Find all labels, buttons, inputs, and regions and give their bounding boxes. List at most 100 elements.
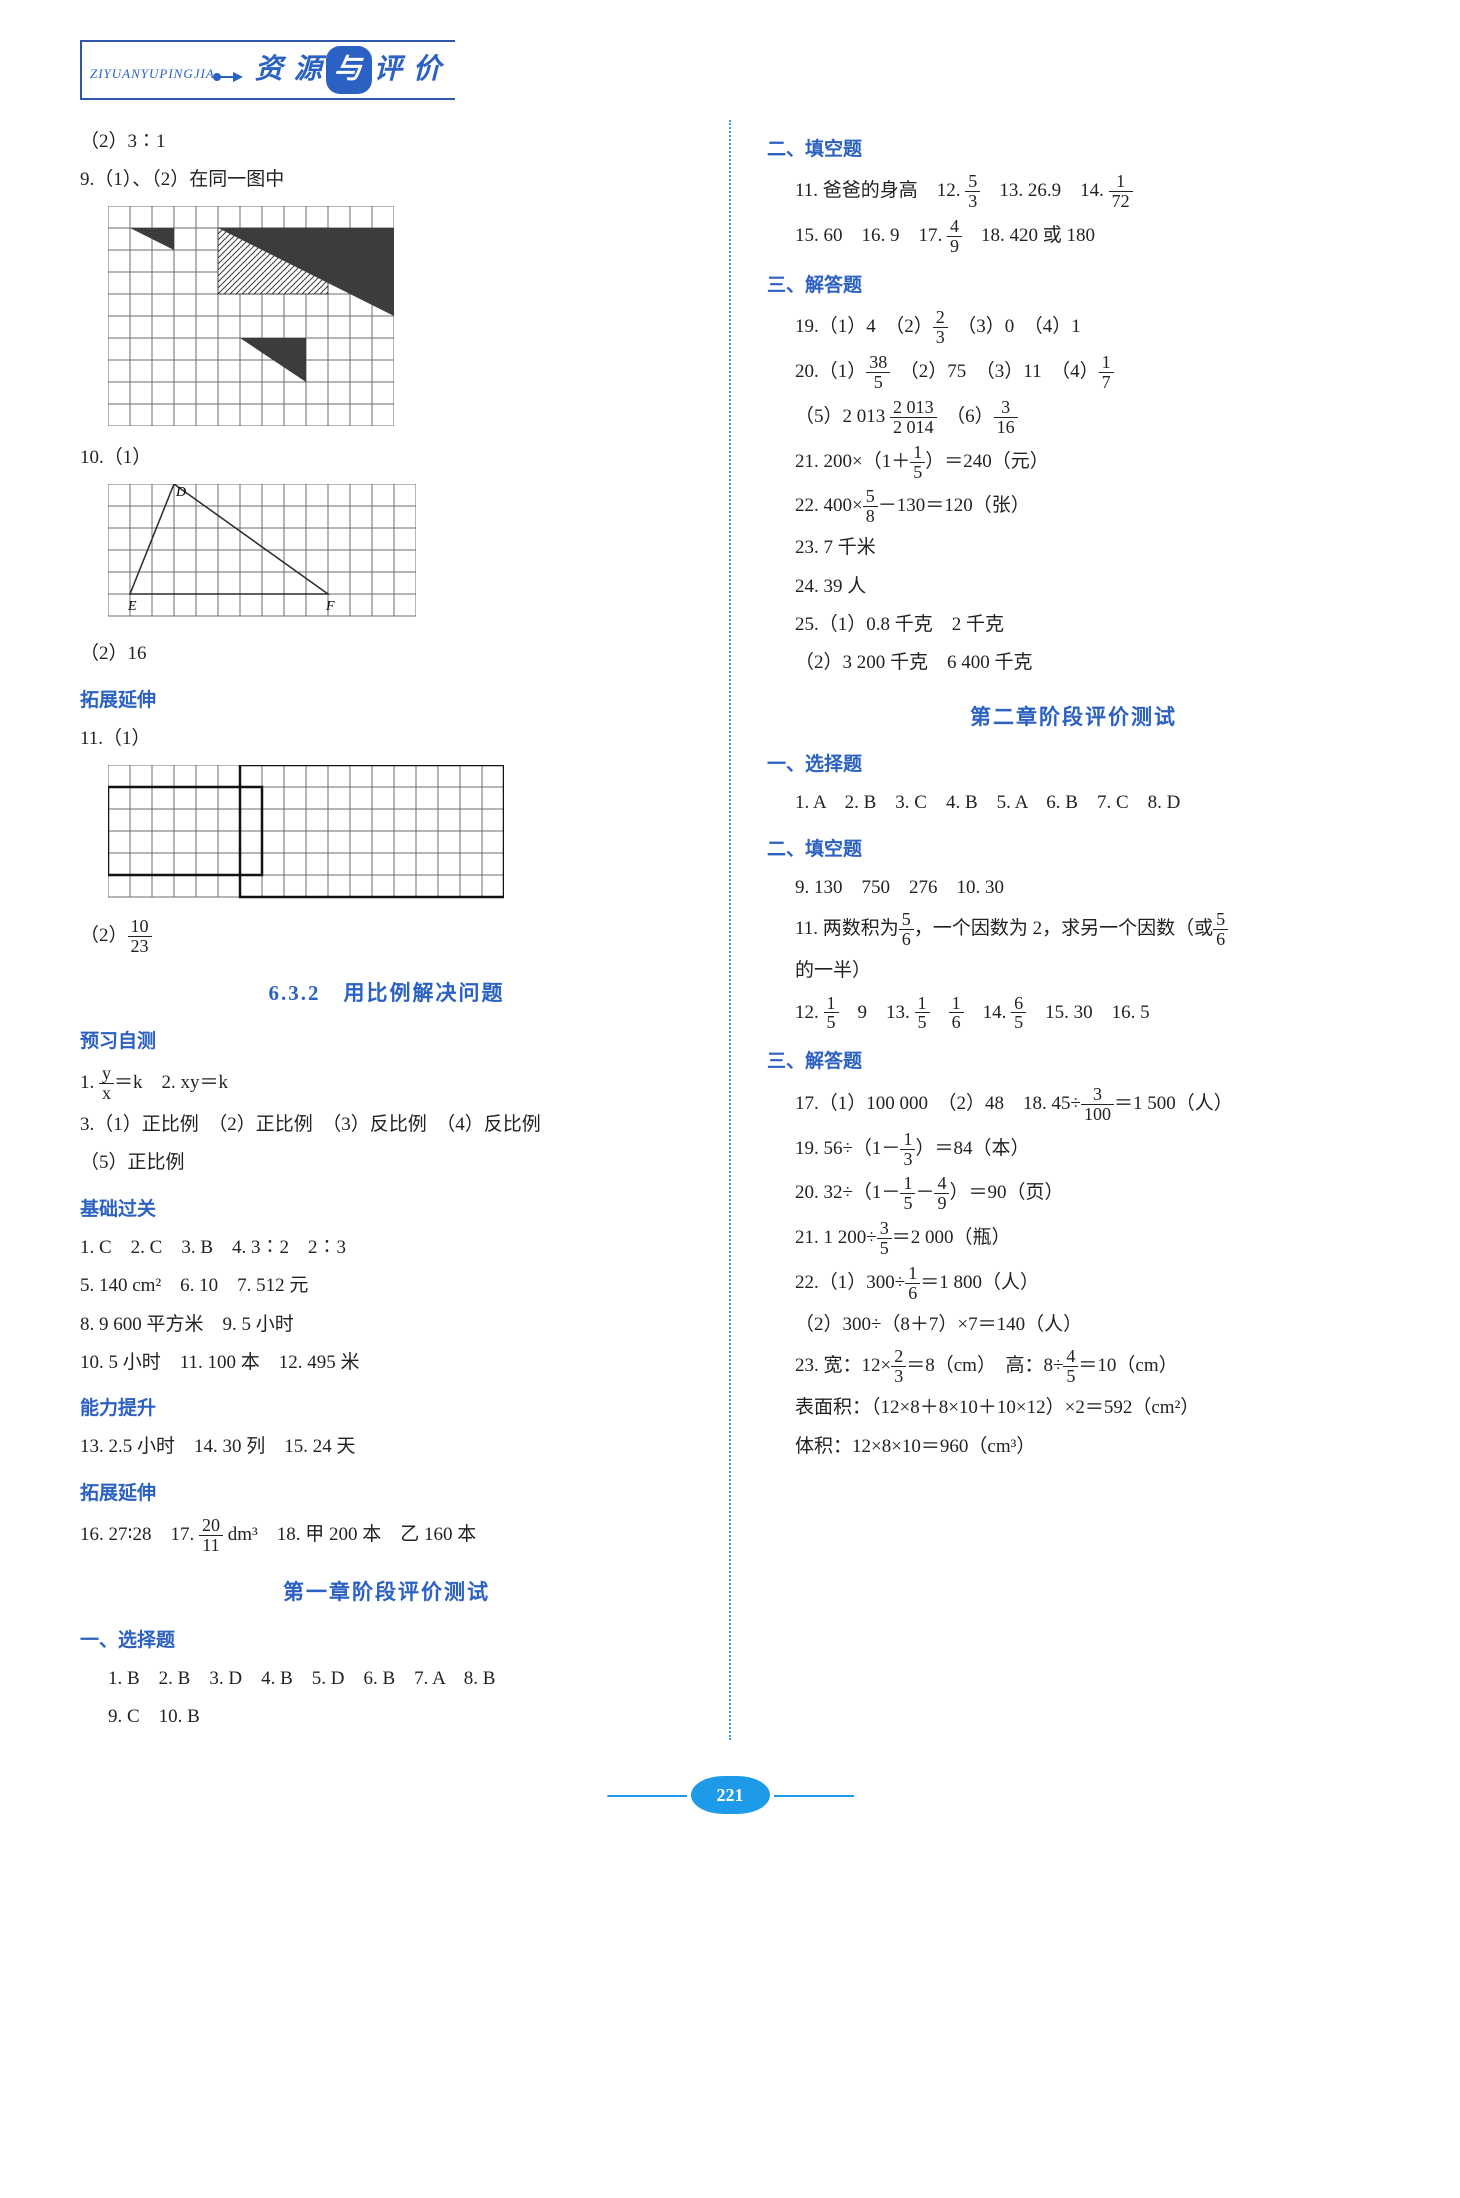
fraction: 17: [1099, 353, 1114, 392]
fraction: 65: [1011, 994, 1026, 1033]
page-footer: 221: [80, 1776, 1380, 1815]
text-line: 11.（1）: [80, 723, 693, 755]
fraction: 13: [900, 1130, 915, 1169]
fraction: 15: [900, 1174, 915, 1213]
text-line: 8. 9 600 平方米 9. 5 小时: [80, 1309, 693, 1341]
right-column: 二、填空题 11. 爸爸的身高 12. 53 13. 26.9 14. 172 …: [767, 120, 1380, 1740]
grid-svg: [108, 765, 504, 901]
text-line: （2）3∶1: [80, 126, 693, 158]
fraction: 2 0132 014: [890, 398, 937, 437]
text-line: 24. 39 人: [767, 571, 1380, 603]
section-heading: 预习自测: [80, 1026, 693, 1058]
text-line: 9. 130 750 276 10. 30: [767, 872, 1380, 904]
label: 10.（1）: [80, 447, 151, 468]
text-line: 21. 200×（1＋15）＝240（元）: [767, 443, 1380, 482]
fraction: 23: [933, 308, 948, 347]
section-heading: 一、选择题: [80, 1625, 693, 1657]
title-right: 评 价: [374, 54, 443, 85]
text-line: 1. yx＝k 2. xy＝k: [80, 1064, 693, 1103]
fraction: 35: [877, 1219, 892, 1258]
fraction: 1023: [128, 917, 152, 956]
title-left: 资 源: [255, 54, 324, 85]
section-heading: 基础过关: [80, 1194, 693, 1226]
section-title: 6.3.2 用比例解决问题: [80, 976, 693, 1012]
left-column: （2）3∶1 9.（1）、（2）在同一图中 10.（1）: [80, 120, 693, 1740]
column-divider: [729, 120, 731, 1740]
header-box: ZIYUANYUPINGJIA 资 源与评 价: [80, 40, 455, 100]
section-heading: 拓展延伸: [80, 685, 693, 717]
text-line: 1. B 2. B 3. D 4. B 5. D 6. B 7. A 8. B: [80, 1663, 693, 1695]
title-badge: 与: [326, 46, 372, 94]
chapter-title: 第二章阶段评价测试: [767, 700, 1380, 736]
label-e: E: [127, 599, 137, 614]
text-line: 体积：12×8×10＝960（cm³）: [767, 1431, 1380, 1463]
fraction: 16: [949, 994, 964, 1033]
text-line: 23. 7 千米: [767, 532, 1380, 564]
text-line: 9. C 10. B: [80, 1701, 693, 1733]
text-line: 20. 32÷（1－15－49）＝90（页）: [767, 1174, 1380, 1213]
fraction: 58: [863, 487, 878, 526]
page-header: ZIYUANYUPINGJIA 资 源与评 价: [80, 40, 1380, 100]
text-line: （5）正比例: [80, 1147, 693, 1179]
text-line: 19. 56÷（1－13）＝84（本）: [767, 1130, 1380, 1169]
label-d: D: [175, 485, 186, 500]
chapter-title: 第一章阶段评价测试: [80, 1575, 693, 1611]
section-heading: 三、解答题: [767, 270, 1380, 302]
fraction: 16: [905, 1264, 920, 1303]
fraction: 385: [866, 353, 890, 392]
section-heading: 二、填空题: [767, 134, 1380, 166]
section-heading: 一、选择题: [767, 749, 1380, 781]
fraction: 45: [1063, 1347, 1078, 1386]
figure-11: [80, 765, 693, 901]
text-line: （2）1023: [80, 917, 693, 956]
text-line: 17.（1）100 000 （2）48 18. 45÷3100＝1 500（人）: [767, 1085, 1380, 1124]
text-line: 22.（1）300÷16＝1 800（人）: [767, 1264, 1380, 1303]
text-line: 22. 400×58－130＝120（张）: [767, 487, 1380, 526]
fraction: 15: [910, 443, 925, 482]
text-line: 1. A 2. B 3. C 4. B 5. A 6. B 7. C 8. D: [767, 787, 1380, 819]
text-line: 5. 140 cm² 6. 10 7. 512 元: [80, 1270, 693, 1302]
text-line: （2）3 200 千克 6 400 千克: [767, 647, 1380, 679]
fraction: 53: [965, 172, 980, 211]
figure-9: [80, 206, 693, 426]
text-line: 23. 宽：12×23＝8（cm） 高：8÷45＝10（cm）: [767, 1347, 1380, 1386]
figure-10: D E F: [80, 484, 693, 622]
fraction: 2011: [199, 1516, 223, 1555]
header-pinyin: ZIYUANYUPINGJIA: [90, 63, 215, 85]
text-line: 9.（1）、（2）在同一图中: [80, 164, 693, 196]
label-f: F: [325, 599, 335, 614]
text-line: 25.（1）0.8 千克 2 千克: [767, 609, 1380, 641]
page-number: 221: [691, 1776, 770, 1815]
text-line: 10. 5 小时 11. 100 本 12. 495 米: [80, 1347, 693, 1379]
grid-svg: [108, 206, 394, 426]
section-heading: 三、解答题: [767, 1046, 1380, 1078]
content-columns: （2）3∶1 9.（1）、（2）在同一图中 10.（1）: [80, 120, 1380, 1740]
text-line: 1. C 2. C 3. B 4. 3∶2 2∶3: [80, 1232, 693, 1264]
text-line: 15. 60 16. 9 17. 49 18. 420 或 180: [767, 217, 1380, 256]
text-line: （2）300÷（8＋7）×7＝140（人）: [767, 1309, 1380, 1341]
header-title: 资 源与评 价: [255, 46, 443, 94]
text-line: 11. 爸爸的身高 12. 53 13. 26.9 14. 172: [767, 172, 1380, 211]
text-line: 21. 1 200÷35＝2 000（瓶）: [767, 1219, 1380, 1258]
text-line: 11. 两数积为56，一个因数为 2，求另一个因数（或56: [767, 910, 1380, 949]
fraction: 3100: [1081, 1085, 1114, 1124]
text-line: （5）2 013 2 0132 014 （6）316: [767, 398, 1380, 437]
fraction: 49: [947, 217, 962, 256]
triangle-def: [130, 484, 328, 594]
fraction: 23: [891, 1347, 906, 1386]
text-line: 19.（1）4 （2）23 （3）0 （4）1: [767, 308, 1380, 347]
text-line: 13. 2.5 小时 14. 30 列 15. 24 天: [80, 1431, 693, 1463]
text-line: （2）16: [80, 638, 693, 670]
text-line: 10.（1）: [80, 442, 693, 474]
text-line: 表面积：（12×8＋8×10＋10×12）×2＝592（cm²）: [767, 1392, 1380, 1424]
section-heading: 拓展延伸: [80, 1478, 693, 1510]
fraction: 56: [899, 910, 914, 949]
fraction: 15: [915, 994, 930, 1033]
arrow-icon: [217, 76, 241, 78]
section-heading: 二、填空题: [767, 834, 1380, 866]
grid-svg: D E F: [108, 484, 416, 622]
text-line: 12. 15 9 13. 15 16 14. 65 15. 30 16. 5: [767, 994, 1380, 1033]
text-line: 的一半）: [767, 955, 1380, 987]
fraction: 15: [824, 994, 839, 1033]
text-line: 20.（1）385 （2）75 （3）11 （4）17: [767, 353, 1380, 392]
